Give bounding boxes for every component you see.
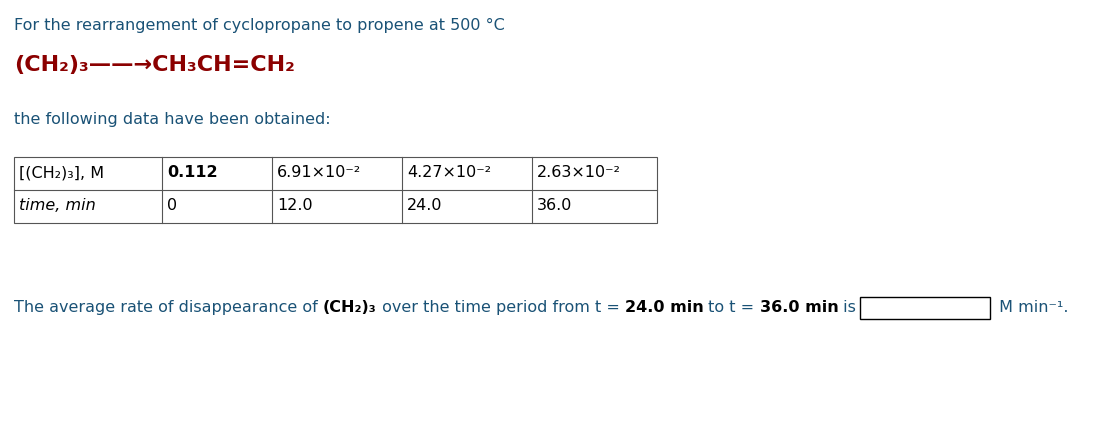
- Text: 2.63×10⁻²: 2.63×10⁻²: [536, 165, 620, 180]
- Bar: [13, 157, 657, 223]
- Text: M min⁻¹.: M min⁻¹.: [995, 300, 1068, 315]
- Text: [(CH₂)₃], M: [(CH₂)₃], M: [19, 165, 104, 180]
- Bar: [860, 297, 990, 319]
- Text: the following data have been obtained:: the following data have been obtained:: [13, 112, 330, 127]
- Text: 0: 0: [167, 198, 177, 213]
- Text: 4.27×10⁻²: 4.27×10⁻²: [407, 165, 491, 180]
- Text: The average rate of disappearance of: The average rate of disappearance of: [13, 300, 323, 315]
- Text: (CH₂)₃——→CH₃CH=CH₂: (CH₂)₃——→CH₃CH=CH₂: [13, 55, 295, 75]
- Text: is: is: [839, 300, 857, 315]
- Text: 12.0: 12.0: [277, 198, 312, 213]
- Text: (CH₂)₃: (CH₂)₃: [323, 300, 376, 315]
- Text: 24.0: 24.0: [407, 198, 442, 213]
- Text: to t =: to t =: [703, 300, 759, 315]
- Text: 36.0 min: 36.0 min: [759, 300, 839, 315]
- Text: 24.0 min: 24.0 min: [625, 300, 703, 315]
- Text: 6.91×10⁻²: 6.91×10⁻²: [277, 165, 361, 180]
- Text: time, min: time, min: [19, 198, 95, 213]
- Text: over the time period from t =: over the time period from t =: [376, 300, 625, 315]
- Text: 0.112: 0.112: [167, 165, 217, 180]
- Text: 36.0: 36.0: [536, 198, 572, 213]
- Text: For the rearrangement of cyclopropane to propene at 500 °C: For the rearrangement of cyclopropane to…: [13, 18, 505, 33]
